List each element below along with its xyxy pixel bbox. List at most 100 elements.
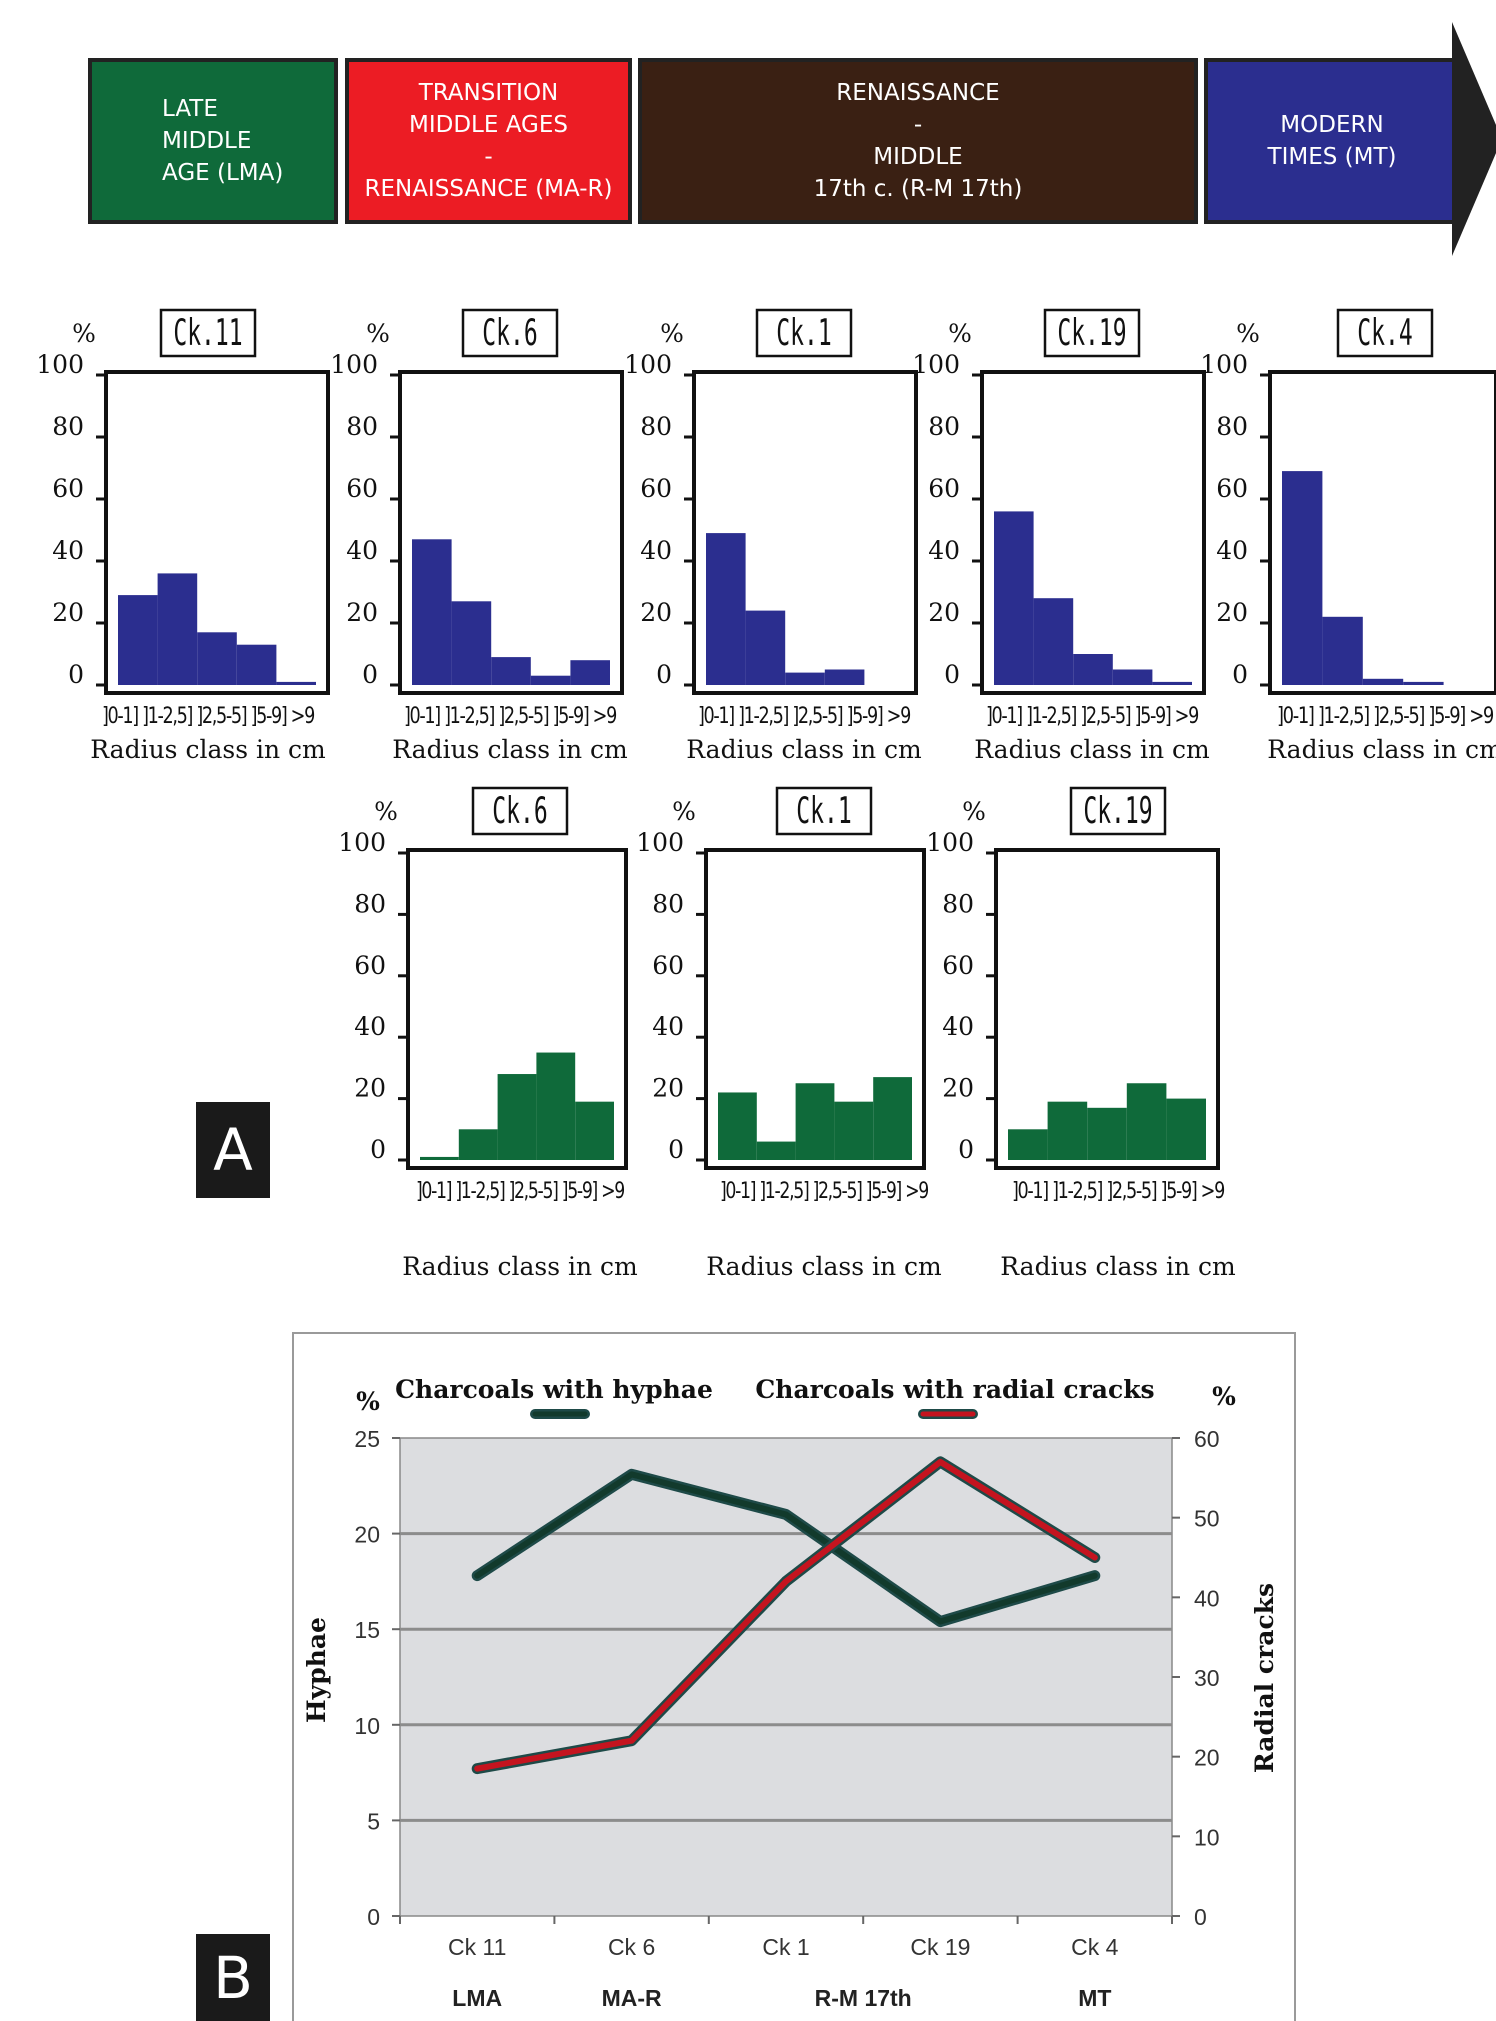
y2-tick-label: 20: [1194, 1745, 1220, 1771]
x-axis-label: Radius class in cm: [1267, 735, 1496, 764]
y-tick-label: 60: [942, 951, 974, 980]
y-tick-label: 20: [1216, 598, 1248, 627]
y-tick-label: 40: [346, 536, 378, 565]
y-tick-label: 0: [944, 660, 960, 689]
histogram-title: Ck.4: [1357, 313, 1412, 355]
y-tick-label: 60: [640, 474, 672, 503]
x-tick-labels: ]0-1] ]1-2,5] ]2,5-5] ]5-9] >9: [1277, 704, 1494, 729]
histogram-title: Ck.19: [1083, 791, 1152, 833]
histogram-bar: [1047, 1101, 1088, 1160]
histogram-bar: [420, 1156, 459, 1160]
histogram-ck-6: 0 20 40 60 80 100% Ck.6]0-1] ]1-2,5] ]2,5-5] ]…: [338, 786, 638, 1281]
histogram-bar: [706, 533, 746, 685]
x-axis-label: Radius class in cm: [706, 1252, 942, 1281]
y-tick-label: 80: [354, 889, 386, 918]
y-tick-label: 0: [1232, 660, 1248, 689]
x-tick-label: Ck 4: [1071, 1934, 1119, 1960]
hyphae-series-line: [474, 1471, 1098, 1625]
y-tick-label: 10: [354, 1713, 380, 1739]
histogram-frame: [692, 370, 918, 695]
histogram-bar: [1362, 678, 1404, 685]
y-tick-label: 0: [656, 660, 672, 689]
histogram-title-box: [755, 308, 853, 358]
histogram-bar: [824, 669, 865, 685]
y2-tick-label: 60: [1194, 1426, 1220, 1452]
histogram-bar: [575, 1101, 614, 1160]
y-tick-label: 20: [942, 1074, 974, 1103]
x-tick-labels: ]0-1] ]1-2,5] ]2,5-5] ]5-9] >9: [720, 1179, 929, 1204]
y-unit-label: %: [672, 797, 696, 826]
histogram-bar: [994, 511, 1034, 685]
histogram-bar: [570, 660, 610, 685]
histogram-bar: [834, 1101, 874, 1160]
x-tick-labels: ]0-1] ]1-2,5] ]2,5-5] ]5-9] >9: [698, 704, 911, 729]
panel-a-label: A: [196, 1102, 270, 1198]
x-tick-labels: ]0-1] ]1-2,5] ]2,5-5] ]5-9] >9: [1012, 1179, 1225, 1204]
y-tick-label: 40: [1216, 536, 1248, 565]
histogram-panel-a: 0 20 40 60 80 100% Ck.11]0-1] ]1-2,5] ]2,5-5] …: [36, 308, 1496, 1281]
histogram-bar: [530, 675, 571, 685]
y-tick-label: 80: [346, 412, 378, 441]
period-lma: LATE MIDDLE AGE (LMA): [88, 58, 338, 224]
y-tick-label: 40: [928, 536, 960, 565]
radial-cracks-series-line: [474, 1458, 1098, 1772]
histogram-bar: [1322, 616, 1363, 685]
histogram-bar: [1008, 1129, 1048, 1160]
x-tick-label: Ck 1: [762, 1934, 809, 1960]
y-tick-label: 60: [652, 951, 684, 980]
histogram-title-box: [775, 786, 873, 836]
x-tick-labels: ]0-1] ]1-2,5] ]2,5-5] ]5-9] >9: [986, 704, 1199, 729]
y-tick-label: 40: [652, 1012, 684, 1041]
x-axis-label: Radius class in cm: [686, 735, 922, 764]
histogram-bar: [1166, 1098, 1206, 1160]
timeline-arrow-head: [1452, 22, 1496, 256]
histogram-frame: [704, 848, 926, 1170]
legend-cracks-label: Charcoals with radial cracks: [755, 1375, 1154, 1404]
period-ma-r: TRANSITION MIDDLE AGES - RENAISSANCE (MA…: [345, 58, 632, 224]
x-tick-labels: ]0-1] ]1-2,5] ]2,5-5] ]5-9] >9: [416, 1179, 625, 1204]
y-tick-label: 0: [668, 1135, 684, 1164]
y-tick-label: 80: [942, 889, 974, 918]
x-tick-label: Ck 6: [608, 1934, 655, 1960]
histogram-bar: [497, 1074, 537, 1160]
y2-tick-label: 50: [1194, 1506, 1220, 1532]
y-tick-label: 0: [367, 1904, 380, 1930]
y2-tick-label: 10: [1194, 1824, 1220, 1850]
period-mt: MODERN TIMES (MT): [1204, 58, 1456, 224]
histogram-bar: [118, 595, 158, 685]
histogram-title-box: [471, 786, 569, 836]
histogram-frame: [994, 848, 1220, 1170]
y-tick-label: 0: [958, 1135, 974, 1164]
y-tick-label: 40: [354, 1012, 386, 1041]
histogram-ck-11: 0 20 40 60 80 100% Ck.11]0-1] ]1-2,5] ]2,5-5] …: [36, 308, 330, 764]
histogram-bar: [1152, 681, 1192, 685]
x-axis-label: Radius class in cm: [392, 735, 628, 764]
histogram-title-box: [1336, 308, 1434, 358]
histogram-title-box: [1043, 308, 1141, 358]
histogram-bar: [795, 1083, 835, 1160]
period-lma-line: MIDDLE: [162, 128, 252, 154]
y-unit-label: %: [1236, 319, 1260, 348]
histogram-title-box: [1069, 786, 1167, 836]
histogram-bar: [491, 657, 531, 685]
y-tick-label: 0: [362, 660, 378, 689]
histogram-title: Ck.19: [1057, 313, 1126, 355]
histogram-bar: [157, 573, 198, 685]
y-unit-label: %: [366, 319, 390, 348]
period-mt-line: MODERN: [1280, 112, 1384, 138]
y-tick-label: 60: [52, 474, 84, 503]
y-tick-label: 80: [640, 412, 672, 441]
histogram-bar: [785, 672, 825, 685]
period-lma-line: AGE (LMA): [162, 160, 284, 186]
y-tick-label: 100: [636, 828, 684, 857]
histogram-bar: [1126, 1083, 1167, 1160]
period-mt-line: TIMES (MT): [1267, 144, 1397, 170]
y2-tick-label: 30: [1194, 1665, 1220, 1691]
y-tick-label: 60: [354, 951, 386, 980]
histogram-title: Ck.6: [492, 791, 547, 833]
y-tick-label: 100: [926, 828, 974, 857]
y2-axis-label: Radial cracks: [1250, 1583, 1279, 1773]
y-tick-label: 40: [942, 1012, 974, 1041]
histogram-bar: [536, 1052, 576, 1160]
histogram-bar: [276, 681, 316, 685]
